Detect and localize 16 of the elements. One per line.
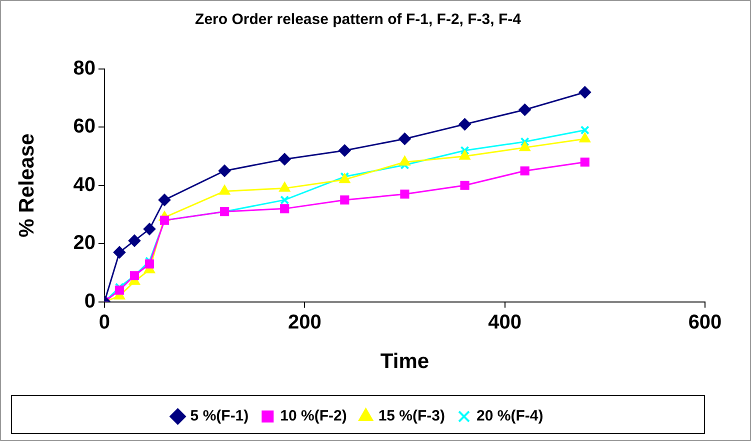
chart-title: Zero Order release pattern of F-1, F-2, F-3, F-4 <box>195 11 522 28</box>
legend-label: 5 %(F-1) <box>190 408 249 425</box>
y-tick-label: 60 <box>73 116 96 138</box>
y-tick-label: 40 <box>73 174 96 196</box>
y-tick-label: 80 <box>73 58 96 80</box>
legend-label: 15 %(F-3) <box>378 408 446 425</box>
x-tick-label: 600 <box>688 311 722 334</box>
legend-label: 10 %(F-2) <box>280 408 347 425</box>
y-axis-title: % Release <box>15 133 38 238</box>
y-tick-label: 20 <box>73 232 96 254</box>
x-tick-label: 400 <box>488 311 522 334</box>
x-axis-title: Time <box>380 350 430 374</box>
legend-label: 20 %(F-4) <box>476 408 544 425</box>
x-tick-label: 200 <box>288 311 322 334</box>
x-tick-label: 0 <box>98 311 110 334</box>
y-tick-label: 0 <box>84 290 96 312</box>
